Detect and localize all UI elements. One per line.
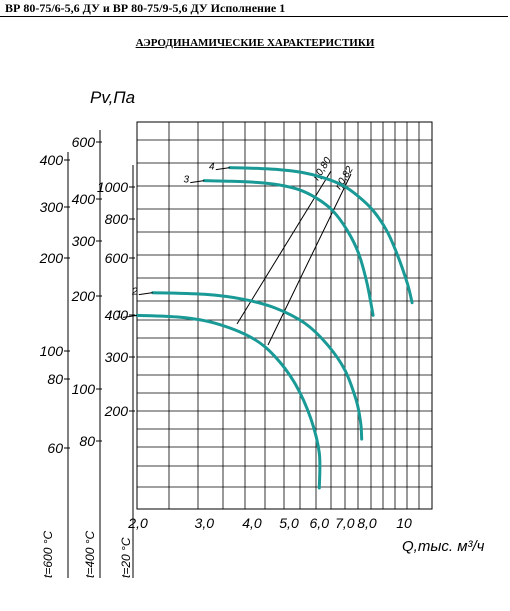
x-tick-label: 2,0 xyxy=(127,515,148,531)
y-tick-label: 300 xyxy=(72,233,96,249)
y-tick-label: 400 xyxy=(72,191,96,207)
temperature-label: t=400 °C xyxy=(83,531,97,578)
y-tick-label: 800 xyxy=(105,211,129,227)
section-title: АЭРОДИНАМИЧЕСКИЕ ХАРАКТЕРИСТИКИ xyxy=(135,37,375,49)
y-scale-axes: 400 300 200 100 80 60 t=600 °C 600 400 300 200 100 8… xyxy=(39,130,135,578)
temperature-label: t=600 °C xyxy=(41,531,55,578)
series-curve-3 xyxy=(202,179,375,317)
efficiency-line xyxy=(267,173,352,346)
y-tick-label: 400 xyxy=(105,307,129,323)
chart-grid xyxy=(136,121,433,510)
x-tick-label: 3,0 xyxy=(195,515,215,531)
x-tick-label: 10 xyxy=(396,515,412,531)
y-tick-label: 80 xyxy=(47,371,63,387)
y-tick-label: 200 xyxy=(71,288,96,304)
y-axis-label: Pv,Па xyxy=(90,88,135,107)
document-header: ВР 80-75/6-5,6 ДУ и ВР 80-75/9-5,6 ДУ Ис… xyxy=(0,0,508,17)
y-tick-label: 1000 xyxy=(97,179,128,195)
x-tick-label: 4,0 xyxy=(242,515,262,531)
x-tick-label: 6,0 xyxy=(310,515,330,531)
y-tick-label: 60 xyxy=(47,440,63,456)
y-tick-label: 100 xyxy=(40,343,64,359)
y-tick-label: 80 xyxy=(79,433,95,449)
series-label: 2 xyxy=(131,287,138,298)
series-label: 1 xyxy=(116,309,122,320)
y-tick-label: 200 xyxy=(39,250,64,266)
series-curve-2 xyxy=(151,291,364,441)
y-tick-label: 200 xyxy=(104,403,129,419)
x-tick-label: 5,0 xyxy=(279,515,299,531)
series-leader-line xyxy=(190,180,205,184)
series-leader-line xyxy=(215,167,230,171)
x-axis-ticks: 2,0 3,0 4,0 5,0 6,0 7,0 8,0 10 xyxy=(127,515,412,531)
plot-frame xyxy=(136,121,433,510)
series-curve-1 xyxy=(135,313,322,490)
temperature-label: t=20 °C xyxy=(119,537,133,578)
series-curve-4 xyxy=(228,166,414,305)
y-tick-label: 100 xyxy=(72,381,96,397)
series-label: 4 xyxy=(209,162,215,173)
y-tick-label: 600 xyxy=(72,134,96,150)
series-label: 3 xyxy=(183,175,189,186)
y-tick-label: 400 xyxy=(40,152,64,168)
x-tick-label: 7,0 xyxy=(335,515,355,531)
x-axis-label: Q,тыс. м³/ч xyxy=(402,538,485,555)
x-tick-label: 8,0 xyxy=(357,515,377,531)
y-tick-label: 300 xyxy=(40,199,64,215)
series-leader-line xyxy=(138,292,153,296)
y-tick-label: 600 xyxy=(105,250,129,266)
performance-curves: 12 3 4 xyxy=(116,162,414,490)
y-tick-label: 300 xyxy=(105,349,129,365)
series-leader-line xyxy=(122,314,138,318)
